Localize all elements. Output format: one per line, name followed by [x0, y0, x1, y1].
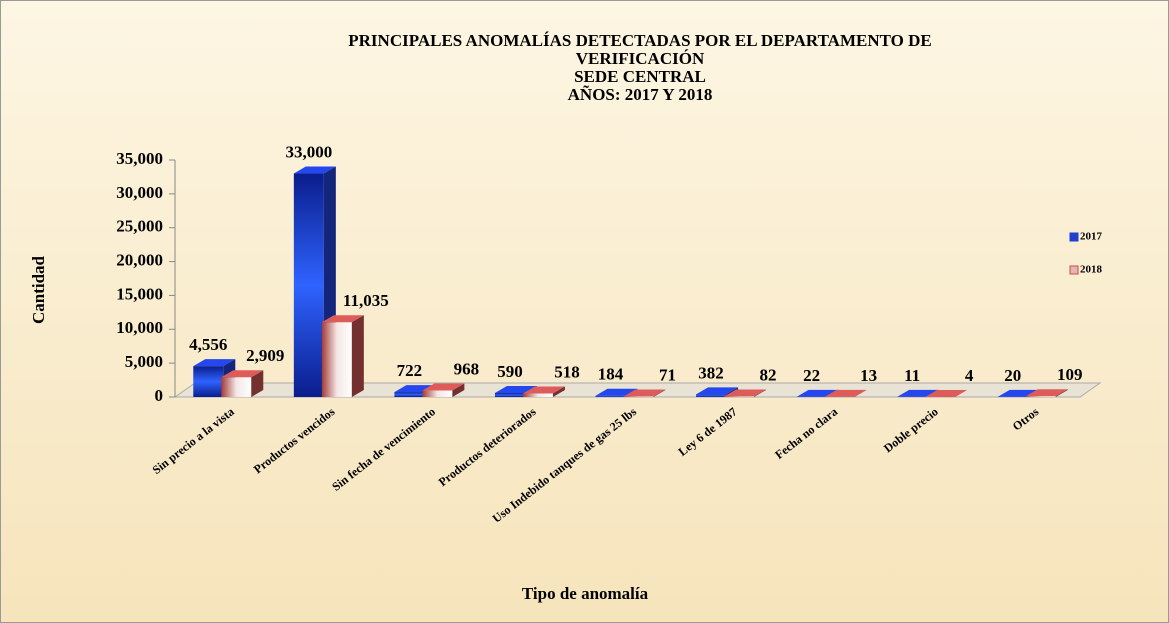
x-axis-title: Tipo de anomalía	[522, 584, 649, 603]
bar-side	[854, 389, 867, 397]
bar-front	[595, 395, 626, 397]
chart-title: PRINCIPALES ANOMALÍAS DETECTADAS POR EL …	[348, 31, 931, 50]
bar-side	[251, 370, 264, 397]
bar-top	[925, 389, 968, 397]
bar-front	[494, 393, 525, 397]
bar-top	[321, 315, 364, 323]
legend-label: 2017	[1080, 231, 1103, 243]
data-label: 518	[554, 362, 580, 381]
bar-front	[422, 390, 453, 397]
legend-swatch	[1069, 232, 1079, 242]
bar-side	[452, 383, 465, 397]
bar-side	[1055, 389, 1068, 397]
data-label: 22	[803, 366, 820, 385]
bar-top	[824, 389, 867, 397]
bar-front	[1025, 396, 1056, 397]
bar-front	[193, 366, 224, 397]
data-label: 722	[397, 361, 423, 380]
bar-side	[754, 389, 767, 397]
data-label: 20	[1004, 366, 1021, 385]
bar-top	[724, 389, 767, 397]
y-tick-label: 35,000	[116, 149, 163, 168]
data-label: 184	[598, 365, 624, 384]
bar-front	[321, 322, 352, 397]
bar	[221, 370, 264, 397]
data-label: 382	[698, 363, 724, 382]
bar-top	[522, 386, 565, 394]
legend-swatch	[1069, 265, 1079, 275]
y-tick-label: 15,000	[116, 284, 163, 303]
data-label: 109	[1057, 365, 1083, 384]
y-tick-label: 5,000	[125, 352, 163, 371]
bar	[422, 383, 465, 397]
bar-side	[552, 386, 565, 397]
bar-top	[1025, 389, 1068, 397]
data-label: 4,556	[189, 335, 227, 354]
bar-top	[221, 370, 264, 378]
bar-top	[293, 166, 336, 174]
y-tick-label: 20,000	[116, 250, 163, 269]
bar-front	[724, 396, 755, 397]
bar-top	[422, 383, 465, 391]
bar-top	[494, 386, 537, 394]
data-label: 4	[965, 366, 974, 385]
bar-top	[696, 387, 739, 395]
chart-title: SEDE CENTRAL	[574, 67, 706, 86]
bar	[824, 389, 867, 397]
chart-title: AÑOS: 2017 Y 2018	[568, 85, 713, 104]
bar-front	[696, 394, 727, 397]
data-label: 71	[659, 365, 676, 384]
chart-title: VERIFICACIÓN	[576, 49, 705, 68]
bar	[724, 389, 767, 397]
bar-top	[193, 359, 236, 367]
y-tick-label: 25,000	[116, 217, 163, 236]
legend-label: 2018	[1080, 264, 1103, 276]
data-label: 2,909	[246, 346, 284, 365]
y-tick-label: 10,000	[116, 318, 163, 337]
bar	[522, 386, 565, 397]
y-axis-title: Cantidad	[29, 255, 48, 324]
data-label: 11	[904, 366, 920, 385]
bar-top	[623, 389, 666, 397]
bar	[321, 315, 364, 397]
bar-top	[595, 388, 638, 396]
data-label: 13	[860, 366, 877, 385]
bar-front	[293, 173, 324, 397]
bar	[623, 389, 666, 397]
y-tick-label: 0	[155, 386, 164, 405]
bar-front	[221, 377, 252, 397]
bar	[1025, 389, 1068, 397]
y-tick-label: 30,000	[116, 183, 163, 202]
bar-side	[653, 389, 666, 397]
bar-side	[351, 315, 364, 397]
bar-side	[955, 389, 968, 397]
data-label: 11,035	[343, 291, 389, 310]
data-label: 968	[454, 359, 480, 378]
bar-front	[522, 393, 553, 397]
data-label: 590	[497, 362, 523, 381]
bar	[925, 389, 968, 397]
bar-front	[394, 392, 425, 397]
data-label: 33,000	[285, 142, 332, 161]
data-label: 82	[760, 365, 777, 384]
